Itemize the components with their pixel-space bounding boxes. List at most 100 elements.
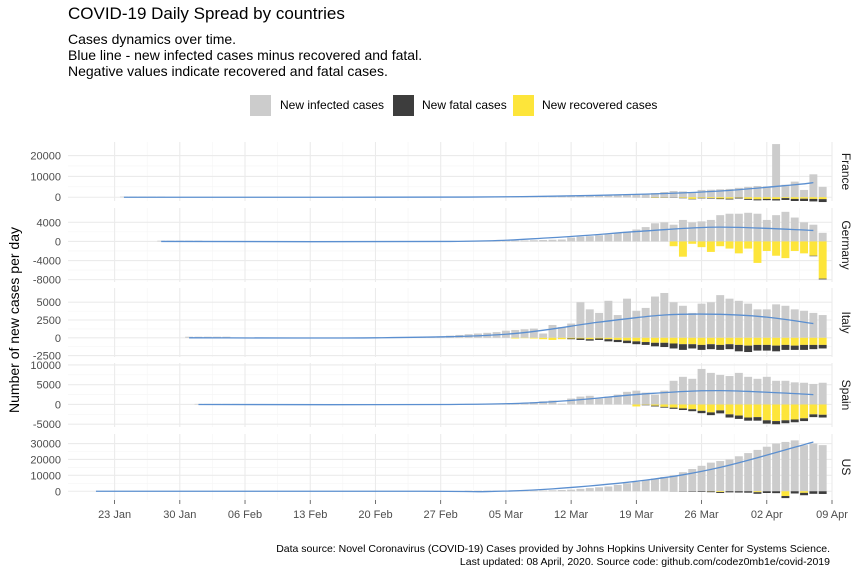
trend-line-us: [95, 441, 814, 493]
bar-recovered: [706, 197, 715, 199]
bar-fatal: [585, 339, 594, 341]
bar-recovered: [781, 197, 790, 199]
bar-infected: 2020-03-09: [539, 239, 548, 242]
bar-recovered: [548, 337, 557, 340]
bar-infected: 2020-03-09: [539, 401, 548, 405]
bar-infected: 2020-03-12: [567, 489, 576, 492]
legend: New infected cases New fatal cases New rec…: [250, 95, 657, 116]
bar-fatal: [818, 414, 827, 418]
x-tick-label: 13 Feb: [293, 509, 327, 521]
bar-recovered: [800, 404, 809, 419]
bar-fatal: [706, 198, 715, 199]
trend-line-spain: [198, 390, 814, 406]
bar-infected: 2020-03-07: [520, 402, 529, 405]
legend-label-fatal: New fatal cases: [422, 98, 507, 112]
bar-infected: 2020-03-19: [632, 481, 641, 492]
y-tick-label: 10000: [30, 470, 61, 482]
bar-infected: 2020-04-05: [790, 309, 799, 338]
bar-recovered: [753, 337, 762, 345]
y-tick-label: 0: [55, 236, 61, 248]
bar-infected: 2020-04-03: [772, 443, 781, 492]
facet-label-spain: Spain: [839, 380, 853, 411]
bar-fatal: [688, 344, 697, 349]
bar-infected: 2020-03-23: [669, 190, 678, 198]
bar-recovered: [595, 337, 604, 339]
y-tick-label: 2500: [37, 315, 61, 327]
x-tick-label: 23 Jan: [98, 509, 131, 521]
bar-recovered: [809, 404, 818, 415]
bar-infected: 2020-03-19: [632, 194, 641, 198]
bar-fatal: [790, 198, 799, 201]
chart-title: COVID-19 Daily Spread by countries: [68, 4, 345, 23]
bar-recovered: [790, 241, 799, 251]
bar-recovered: [818, 337, 827, 345]
x-tick-label: 19 Mar: [619, 509, 654, 521]
bar-recovered: [725, 241, 734, 249]
bar-infected: 2020-04-06: [800, 445, 809, 492]
bar-fatal: [697, 344, 706, 350]
bar-infected: 2020-03-13: [576, 396, 585, 405]
bar-fatal: [781, 420, 790, 424]
bar-infected: 2020-04-07: [809, 443, 818, 492]
bar-infected: 2020-03-25: [688, 312, 697, 338]
x-tick-label: 02 Apr: [751, 509, 783, 521]
bar-infected: 2020-03-25: [688, 468, 697, 492]
bar-recovered: [762, 337, 771, 345]
bar-infected: 2020-04-03: [772, 304, 781, 338]
x-tick-label: 12 Mar: [554, 509, 589, 521]
bar-fatal: [753, 199, 762, 201]
bar-fatal: [716, 198, 725, 200]
bar-fatal: [716, 344, 725, 350]
bar-recovered: [809, 337, 818, 345]
bar-recovered: [697, 197, 706, 198]
bar-recovered: [744, 241, 753, 249]
x-tick-label: 06 Feb: [228, 509, 262, 521]
x-tick-label: 30 Jan: [163, 509, 196, 521]
bar-infected: 2020-03-26: [697, 368, 706, 405]
bar-recovered: [678, 241, 687, 257]
bar-infected: 2020-03-27: [706, 219, 715, 242]
y-tick-label: 30000: [30, 439, 61, 451]
bar-infected: 2020-03-18: [623, 391, 631, 405]
bar-recovered: [669, 241, 678, 247]
bar-infected: 2020-03-16: [604, 234, 613, 242]
bar-recovered: [604, 337, 613, 340]
bar-fatal: [623, 340, 631, 344]
bar-recovered: [781, 337, 790, 345]
bar-recovered: [716, 491, 725, 493]
subtitle-line-1: Cases dynamics over time.: [68, 31, 237, 47]
bar-recovered: [762, 197, 771, 199]
bar-infected: 2020-03-26: [697, 189, 706, 198]
bar-recovered: [660, 404, 669, 407]
bar-infected: 2020-03-27: [706, 462, 715, 492]
bar-infected: 2020-03-09: [539, 490, 548, 492]
bar-recovered: [725, 337, 734, 345]
bar-recovered: [725, 404, 734, 415]
facet-label-france: France: [839, 153, 853, 191]
bar-infected: 2020-03-25: [688, 192, 697, 198]
bars-spain: 2020-02-012020-02-022020-02-032020-02-04…: [194, 368, 827, 425]
bar-infected: 2020-03-08: [529, 402, 538, 405]
bar-infected: 2020-03-12: [567, 196, 576, 198]
bar-recovered: [734, 404, 743, 416]
bar-infected: 2020-04-07: [809, 224, 818, 242]
bar-fatal: [734, 491, 743, 493]
bar-infected: 2020-03-22: [660, 222, 669, 242]
bar-fatal: [790, 345, 799, 350]
bar-fatal: [725, 198, 734, 200]
bar-fatal: [790, 491, 799, 494]
bar-fatal: [632, 341, 641, 345]
bar-infected: 2020-03-21: [651, 296, 659, 338]
bar-infected: 2020-03-12: [567, 237, 576, 242]
bar-recovered: [651, 337, 659, 343]
bar-fatal: [818, 278, 827, 280]
facet-label-germany: Germany: [839, 220, 853, 269]
bar-infected: 2020-03-23: [669, 224, 678, 242]
bar-infected: 2020-03-18: [623, 231, 631, 242]
legend-swatch-infected: [250, 95, 271, 116]
bar-fatal: [706, 412, 715, 416]
bar-recovered: [781, 404, 790, 421]
bar-infected: 2020-04-06: [800, 189, 809, 198]
bar-infected: 2020-03-12: [567, 323, 576, 338]
bar-fatal: [669, 343, 678, 349]
